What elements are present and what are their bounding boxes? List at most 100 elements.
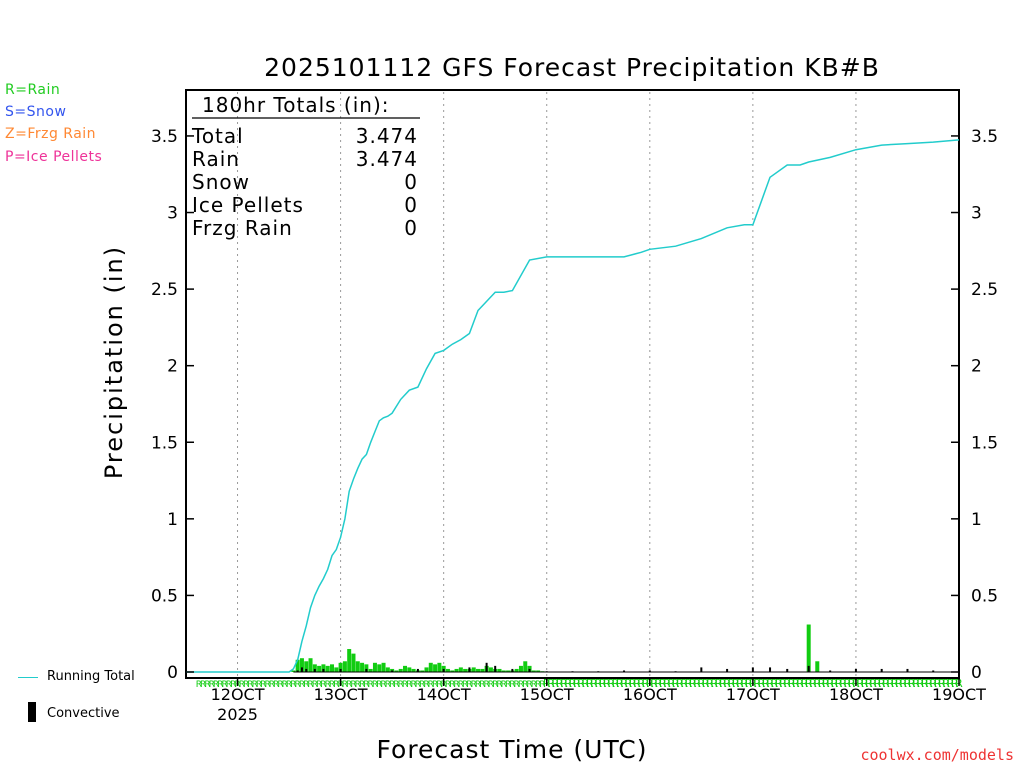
y-tick-label: 0.5 bbox=[971, 586, 998, 606]
precip-type-mark: R bbox=[719, 677, 727, 690]
precip-type-mark: R bbox=[680, 677, 688, 690]
rain-bar bbox=[497, 668, 502, 672]
convective-bar bbox=[906, 668, 909, 672]
precip-type-mark: R bbox=[547, 677, 555, 690]
precip-type-mark: R bbox=[925, 677, 933, 690]
precip-type-mark: R bbox=[376, 680, 382, 690]
precip-type-mark: R bbox=[226, 680, 232, 690]
precip-type-mark: R bbox=[672, 677, 680, 690]
totals-row-value: 0 bbox=[404, 193, 418, 217]
precip-type-mark: R bbox=[573, 677, 581, 690]
precip-type-mark: R bbox=[385, 680, 391, 690]
legend-frzg-rain: Z=Frzg Rain bbox=[5, 126, 97, 142]
y-tick-label: 3.5 bbox=[151, 127, 178, 147]
precip-type-mark: R bbox=[728, 677, 736, 690]
precip-type-mark: R bbox=[642, 677, 650, 690]
y-tick-label: 2.5 bbox=[151, 280, 178, 300]
precip-type-mark: R bbox=[603, 677, 611, 690]
precip-type-mark: R bbox=[551, 677, 559, 690]
precip-type-mark: R bbox=[449, 680, 455, 690]
rain-bar bbox=[407, 667, 412, 672]
precip-type-mark: R bbox=[483, 680, 489, 690]
precip-type-mark: R bbox=[492, 680, 498, 690]
precip-type-mark: R bbox=[771, 677, 779, 690]
precip-type-mark: R bbox=[633, 677, 641, 690]
rain-bar bbox=[463, 668, 468, 672]
y-axis-right: 0 0.5 1 1.5 2 2.5 3 3.5 bbox=[951, 127, 998, 683]
rain-bar bbox=[368, 668, 373, 672]
precip-type-mark: R bbox=[732, 677, 740, 690]
rain-bar bbox=[437, 662, 442, 672]
precip-type-mark: R bbox=[689, 677, 697, 690]
rain-bar bbox=[518, 665, 523, 672]
precip-type-mark: R bbox=[569, 677, 577, 690]
y-tick-label: 0 bbox=[167, 663, 178, 683]
precip-type-mark: R bbox=[346, 680, 352, 690]
precip-type-mark: R bbox=[488, 680, 494, 690]
precip-type-mark: R bbox=[882, 677, 890, 690]
rain-bar bbox=[454, 668, 459, 672]
precip-type-mark: R bbox=[629, 677, 637, 690]
precip-type-mark: R bbox=[217, 680, 223, 690]
precip-type-mark: R bbox=[389, 680, 395, 690]
rain-bar bbox=[411, 668, 416, 672]
convective-bar bbox=[726, 668, 729, 672]
convective-bar bbox=[528, 668, 531, 672]
rain-bar bbox=[806, 624, 811, 672]
precip-type-mark: R bbox=[252, 680, 258, 690]
precip-type-mark: R bbox=[848, 677, 856, 690]
precip-type-mark: R bbox=[779, 677, 787, 690]
rain-bar bbox=[390, 668, 395, 672]
precip-type-mark: R bbox=[286, 680, 292, 690]
precip-type-mark: R bbox=[209, 680, 215, 690]
precip-type-mark: R bbox=[432, 680, 438, 690]
precip-type-mark: R bbox=[380, 680, 386, 690]
precip-type-mark: R bbox=[526, 680, 532, 690]
rain-bar bbox=[420, 670, 425, 672]
precip-type-mark: R bbox=[951, 677, 959, 690]
convective-bar bbox=[932, 670, 935, 672]
rain-bar bbox=[342, 661, 347, 672]
totals-row-label: Ice Pellets bbox=[192, 193, 304, 217]
precip-type-mark: R bbox=[796, 677, 804, 690]
precip-type-mark: R bbox=[419, 680, 425, 690]
rain-bar bbox=[471, 667, 476, 672]
precip-type-mark: R bbox=[299, 680, 305, 690]
precip-type-mark: R bbox=[663, 677, 671, 690]
precip-type-mark: R bbox=[702, 677, 710, 690]
precip-type-mark: R bbox=[886, 677, 894, 690]
precip-type-mark: R bbox=[342, 680, 348, 690]
precip-type-mark: R bbox=[260, 680, 266, 690]
rain-bar bbox=[334, 667, 339, 672]
precip-type-mark: R bbox=[539, 680, 545, 690]
precip-type-mark: R bbox=[822, 677, 830, 690]
running-total-line bbox=[186, 139, 960, 673]
precip-type-mark: R bbox=[599, 677, 607, 690]
precip-type-mark: R bbox=[522, 680, 528, 690]
precip-type-mark: R bbox=[715, 677, 723, 690]
precip-type-mark: R bbox=[398, 680, 404, 690]
x-tick-label: 14OCT bbox=[417, 685, 471, 704]
rain-bar bbox=[523, 661, 528, 672]
rain-bar bbox=[338, 662, 343, 672]
precip-type-mark: R bbox=[316, 680, 322, 690]
convective-bar bbox=[571, 671, 574, 673]
rain-bar bbox=[304, 661, 309, 672]
y-tick-label: 2 bbox=[971, 357, 982, 377]
legend-snow: S=Snow bbox=[5, 104, 67, 120]
rain-bar bbox=[351, 653, 356, 672]
rain-bar bbox=[536, 670, 541, 672]
precip-type-mark: R bbox=[766, 677, 774, 690]
precip-type-mark: R bbox=[612, 677, 620, 690]
totals-row-label: Total bbox=[191, 124, 244, 148]
precip-type-mark: R bbox=[607, 677, 615, 690]
convective-bar bbox=[769, 667, 772, 672]
convective-bar bbox=[648, 670, 651, 672]
convective-bar bbox=[391, 670, 394, 672]
precip-type-mark: R bbox=[496, 680, 502, 690]
y-tick-label: 1.5 bbox=[971, 433, 998, 453]
totals-row-value: 3.474 bbox=[356, 124, 418, 148]
precip-type-mark: R bbox=[637, 677, 645, 690]
y-axis-label: Precipitation (in) bbox=[100, 245, 128, 479]
precip-type-mark: R bbox=[393, 680, 399, 690]
